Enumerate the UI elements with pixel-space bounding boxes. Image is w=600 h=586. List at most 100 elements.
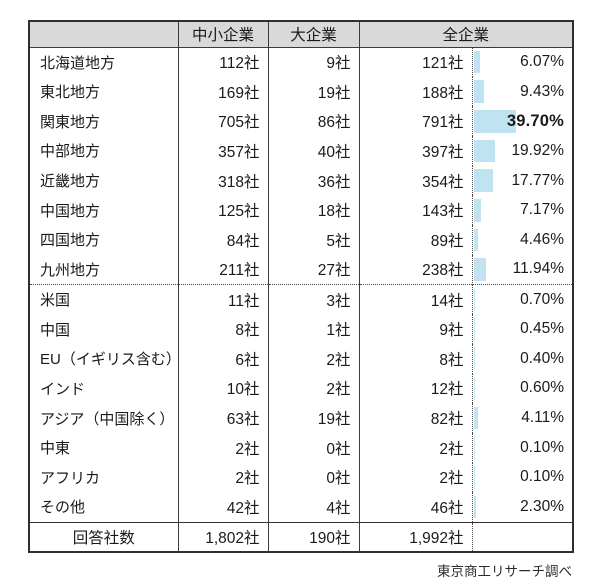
table-row: アフリカ 2社 0社 2社 0.10% bbox=[29, 462, 573, 493]
region-label: 関東地方 bbox=[29, 106, 179, 137]
table-row: 中国地方 125社 18社 143社 7.17% bbox=[29, 195, 573, 226]
sme-count: 11社 bbox=[178, 284, 269, 315]
header-large: 大企業 bbox=[268, 21, 360, 48]
sme-count: 318社 bbox=[178, 165, 269, 196]
pct-cell: 4.11% bbox=[472, 403, 573, 433]
pct-value: 0.45% bbox=[520, 320, 565, 338]
all-count: 188社 bbox=[359, 76, 473, 107]
table-row: 四国地方 84社 5社 89社 4.46% bbox=[29, 225, 573, 255]
pct-data-bar bbox=[473, 377, 475, 400]
large-count: 2社 bbox=[268, 373, 360, 404]
pct-data-bar bbox=[473, 406, 478, 430]
table-row: 近畿地方 318社 36社 354社 17.77% bbox=[29, 165, 573, 196]
pct-cell: 4.46% bbox=[472, 225, 573, 255]
pct-data-bar bbox=[473, 495, 476, 518]
pct-cell: 17.77% bbox=[472, 166, 573, 196]
region-label: 四国地方 bbox=[29, 225, 179, 255]
region-label: 九州地方 bbox=[29, 254, 179, 285]
region-label: 中東 bbox=[29, 432, 179, 463]
total-large-count: 190社 bbox=[268, 521, 360, 552]
table-row: その他 42社 4社 46社 2.30% bbox=[29, 492, 573, 522]
sme-count: 211社 bbox=[178, 254, 269, 285]
all-count: 2社 bbox=[359, 432, 473, 463]
table-row: 中東 2社 0社 2社 0.10% bbox=[29, 432, 573, 463]
sme-count: 2社 bbox=[178, 462, 269, 493]
region-label: 中国地方 bbox=[29, 195, 179, 226]
region-label: 米国 bbox=[29, 284, 179, 315]
all-count: 8社 bbox=[359, 343, 473, 374]
large-count: 36社 bbox=[268, 165, 360, 196]
pct-cell: 2.30% bbox=[472, 492, 573, 522]
table-row: 東北地方 169社 19社 188社 9.43% bbox=[29, 76, 573, 107]
all-count: 397社 bbox=[359, 136, 473, 166]
pct-cell: 19.92% bbox=[472, 136, 573, 166]
sme-count: 169社 bbox=[178, 76, 269, 107]
pct-cell: 0.45% bbox=[472, 314, 573, 344]
table-row: 中国 8社 1社 9社 0.45% bbox=[29, 314, 573, 344]
pct-value: 17.77% bbox=[511, 171, 565, 189]
pct-value: 4.46% bbox=[520, 230, 565, 248]
pct-cell: 0.10% bbox=[472, 433, 573, 463]
pct-data-bar bbox=[473, 80, 484, 103]
pct-cell: 7.17% bbox=[472, 195, 573, 225]
region-label: 北海道地方 bbox=[29, 47, 179, 77]
pct-value: 2.30% bbox=[520, 497, 565, 515]
pct-value: 39.70% bbox=[506, 111, 565, 130]
sme-count: 125社 bbox=[178, 195, 269, 226]
region-label: アフリカ bbox=[29, 462, 179, 493]
large-count: 86社 bbox=[268, 106, 360, 137]
pct-data-bar bbox=[473, 51, 481, 74]
region-label: 中部地方 bbox=[29, 136, 179, 166]
large-count: 0社 bbox=[268, 432, 360, 463]
sme-count: 63社 bbox=[178, 403, 269, 433]
pct-value: 0.10% bbox=[520, 468, 565, 486]
sme-count: 10社 bbox=[178, 373, 269, 404]
total-all-count: 1,992社 bbox=[359, 521, 473, 552]
pct-cell: 0.60% bbox=[472, 374, 573, 404]
sme-count: 84社 bbox=[178, 225, 269, 255]
large-count: 2社 bbox=[268, 343, 360, 374]
header-region-blank bbox=[29, 21, 179, 48]
pct-value: 0.10% bbox=[520, 438, 565, 456]
large-count: 3社 bbox=[268, 284, 360, 315]
pct-data-bar bbox=[473, 436, 475, 460]
sme-count: 357社 bbox=[178, 136, 269, 166]
large-count: 19社 bbox=[268, 403, 360, 433]
table-row: 米国 11社 3社 14社 0.70% bbox=[29, 284, 574, 315]
table-row: 北海道地方 112社 9社 121社 6.07% bbox=[29, 47, 573, 77]
pct-value: 6.07% bbox=[520, 53, 565, 71]
sme-count: 2社 bbox=[178, 432, 269, 463]
large-count: 1社 bbox=[268, 314, 360, 344]
pct-cell: 39.70% bbox=[472, 106, 573, 136]
large-count: 0社 bbox=[268, 462, 360, 493]
source-note: 東京商工リサーチ調べ bbox=[437, 564, 572, 579]
pct-data-bar bbox=[473, 228, 479, 252]
pct-value: 0.60% bbox=[520, 379, 565, 397]
pct-data-bar bbox=[473, 198, 482, 222]
table-total: 回答社数 1,802社 190社 1,992社 bbox=[29, 521, 574, 552]
region-label: 東北地方 bbox=[29, 76, 179, 107]
large-count: 27社 bbox=[268, 254, 360, 285]
large-count: 19社 bbox=[268, 76, 360, 107]
pct-cell: 11.94% bbox=[472, 255, 573, 285]
pct-cell: 0.40% bbox=[472, 344, 573, 374]
sme-count: 42社 bbox=[178, 492, 269, 522]
pct-cell: 0.10% bbox=[472, 463, 573, 493]
all-count: 354社 bbox=[359, 165, 473, 196]
total-label: 回答社数 bbox=[29, 521, 179, 552]
all-count: 12社 bbox=[359, 373, 473, 404]
pct-data-bar bbox=[473, 258, 487, 281]
pct-data-bar bbox=[473, 109, 517, 133]
table-header: 中小企業 大企業 全企業 bbox=[29, 21, 574, 48]
table-row: 関東地方 705社 86社 791社 39.70% bbox=[29, 106, 573, 137]
pct-data-bar bbox=[473, 169, 493, 192]
region-label: アジア（中国除く） bbox=[29, 403, 179, 433]
all-count: 238社 bbox=[359, 254, 473, 285]
all-count: 121社 bbox=[359, 47, 473, 77]
large-count: 18社 bbox=[268, 195, 360, 226]
sme-count: 6社 bbox=[178, 343, 269, 374]
pct-data-bar bbox=[473, 139, 495, 163]
region-label: その他 bbox=[29, 492, 179, 522]
pct-cell: 0.70% bbox=[472, 284, 574, 315]
